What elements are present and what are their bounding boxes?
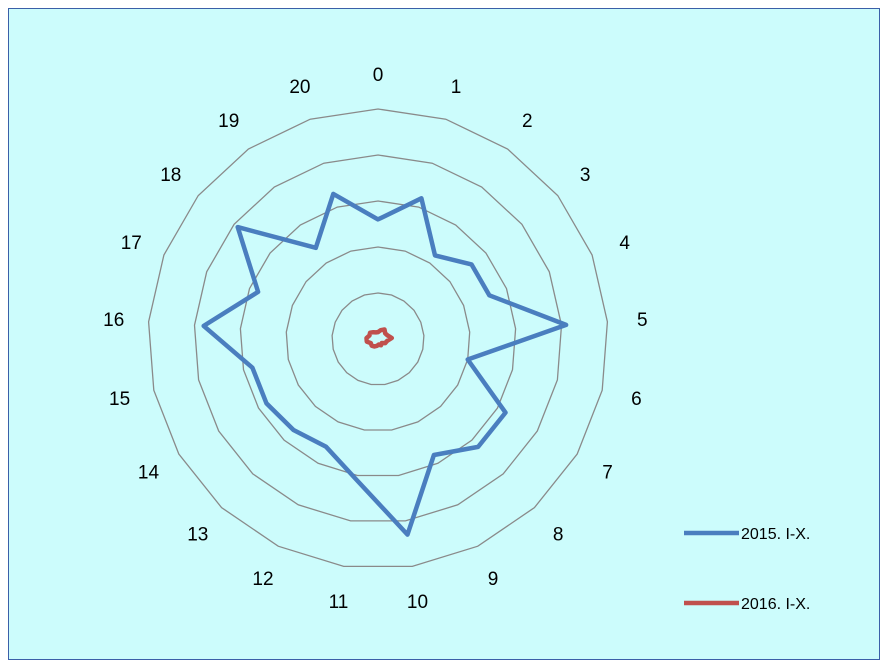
category-label-0: 0	[373, 65, 384, 86]
series-line-2	[364, 327, 395, 349]
category-label-3: 3	[580, 165, 591, 186]
category-label-12: 12	[252, 569, 273, 590]
series-line-1	[201, 191, 569, 537]
legend-label-2: 2016. I-X.	[741, 596, 810, 613]
legend: 2015. I-X. 2016. I-X.	[684, 526, 810, 613]
category-label-14: 14	[138, 463, 160, 484]
category-label-11: 11	[329, 592, 349, 613]
category-label-17: 17	[121, 233, 142, 254]
grid-ring-3	[239, 200, 517, 477]
series-layer	[201, 191, 569, 537]
legend-item-2: 2016. I-X.	[684, 596, 810, 613]
category-label-1: 1	[451, 77, 462, 98]
category-label-18: 18	[160, 165, 181, 186]
chart-area	[8, 8, 880, 660]
grid-ring-4	[193, 154, 563, 522]
category-label-13: 13	[187, 524, 208, 545]
category-label-15: 15	[109, 389, 130, 410]
radar-grid	[147, 108, 609, 568]
category-label-6: 6	[631, 389, 642, 410]
category-label-10: 10	[407, 592, 428, 613]
legend-item-1: 2015. I-X.	[684, 526, 810, 543]
category-label-7: 7	[602, 463, 613, 484]
category-label-2: 2	[522, 111, 533, 132]
category-label-19: 19	[218, 111, 239, 132]
category-label-8: 8	[553, 524, 564, 545]
category-label-9: 9	[488, 569, 499, 590]
legend-label-1: 2015. I-X.	[741, 526, 810, 543]
grid-ring-1	[331, 292, 425, 386]
category-label-16: 16	[103, 310, 124, 331]
category-label-20: 20	[289, 77, 310, 98]
grid-ring-5	[147, 108, 609, 568]
category-label-4: 4	[619, 233, 630, 254]
category-label-5: 5	[637, 310, 648, 331]
grid-ring-2	[285, 246, 471, 431]
